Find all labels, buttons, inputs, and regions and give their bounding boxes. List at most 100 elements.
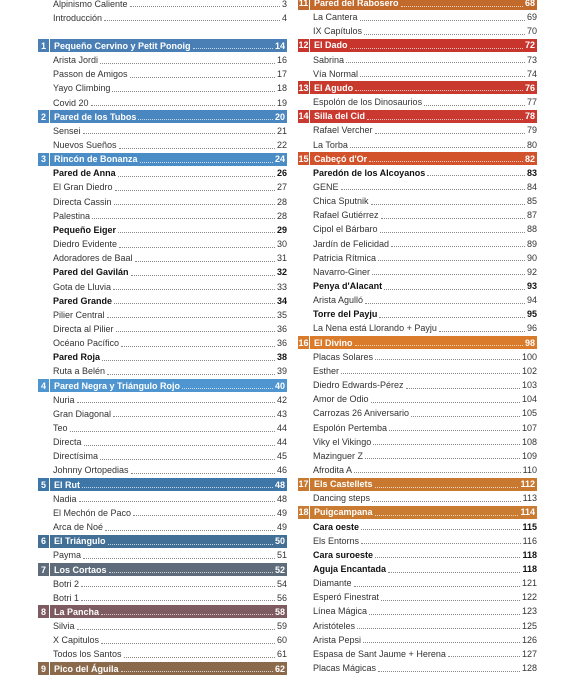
entry-page: 92 [526, 266, 537, 277]
toc-entry: Yayo Climbing 18 [38, 82, 287, 95]
dot-leader [411, 415, 520, 417]
entry-page: 118 [522, 549, 537, 560]
entry-page: 28 [276, 210, 287, 221]
dot-leader [370, 401, 520, 403]
entry-page: 123 [521, 606, 537, 617]
entry-page: 21 [276, 125, 287, 136]
entry-page: 126 [521, 634, 537, 645]
toc-entry: La Nena está Llorando + Payju 96 [298, 322, 537, 335]
toc-entry: Diedro Edwards-Pérez 103 [298, 379, 537, 392]
dot-leader [381, 599, 520, 601]
toc-entry: Directa Cassin 28 [38, 195, 287, 208]
entry-title: IX Capítulos [313, 26, 363, 37]
dot-leader [76, 628, 275, 630]
entry-title: Pared del Gavilán [53, 267, 129, 278]
entry-title: Pared Roja [53, 352, 101, 363]
section-title: Pared Negra y Triángulo Rojo [54, 380, 181, 391]
entry-page: 110 [522, 464, 537, 475]
dot-leader [378, 260, 525, 262]
toc-entry: Placas Solares 100 [298, 350, 537, 363]
entry-page: 95 [526, 309, 537, 320]
section-header: 11 Pared del Rabosero 68 [298, 0, 537, 10]
entry-page: 22 [276, 140, 287, 150]
section-title: Cabeçó d'Or [314, 153, 368, 164]
entry-page: 16 [276, 55, 287, 66]
toc-entry: Arca de Noé 49 [38, 521, 287, 534]
entry-title: Espolón Pertemba [313, 422, 388, 433]
toc-entry: Directa al Pilier 36 [38, 322, 287, 335]
entry-page: 104 [521, 394, 537, 405]
entry-title: La Torba [313, 139, 348, 150]
section-title: Els Castellets [314, 479, 373, 490]
entry-page: 35 [276, 309, 287, 320]
dot-leader [364, 33, 525, 35]
dot-leader [375, 557, 521, 559]
entry-page: 87 [526, 210, 537, 221]
dot-leader [340, 189, 525, 191]
toc-entry: Espolón de los Dinosaurios 77 [298, 96, 537, 109]
dot-leader [349, 147, 525, 148]
entry-title: Diedro Evidente [53, 239, 118, 250]
toc-entry: Cipol el Bárbaro 88 [298, 223, 537, 236]
section-title: El Agudo [314, 82, 354, 93]
entry-page: 102 [521, 365, 537, 376]
entry-title: Afrodita A [313, 464, 353, 475]
section-title: Pared del Rabosero [314, 0, 399, 8]
dot-leader [138, 119, 273, 121]
dot-leader [83, 557, 275, 559]
section-header: 8 La Pancha 58 [38, 605, 287, 619]
dot-leader [373, 444, 520, 446]
dot-leader [133, 515, 275, 517]
toc-entry: Johnny Ortopedias 46 [38, 464, 287, 477]
entry-page: 18 [276, 83, 287, 94]
section-title: Pared de los Tubos [54, 111, 137, 122]
dot-leader [100, 458, 275, 460]
dot-leader [389, 430, 520, 431]
section-title: Pico del Águila [54, 663, 119, 674]
dot-leader [82, 487, 273, 489]
dot-leader [346, 62, 525, 64]
entry-title: Botri 1 [53, 592, 80, 603]
section-page: 24 [274, 154, 285, 165]
dot-leader [405, 387, 520, 389]
section-number: 15 [298, 152, 310, 166]
section-title: El Rut [54, 479, 80, 490]
toc-entry: X Capitulos 60 [38, 634, 287, 647]
toc-entry: Els Entorns 116 [298, 534, 537, 547]
entry-title: La Cantera [313, 12, 358, 23]
entry-page: 105 [521, 408, 537, 419]
entry-title: Botri 2 [53, 578, 80, 589]
section-header: 5 El Rut 48 [38, 478, 287, 492]
entry-title: Yayo Climbing [53, 83, 111, 94]
entry-title: Sabrina [313, 54, 345, 65]
dot-leader [438, 330, 525, 332]
dot-leader [372, 274, 525, 276]
entry-title: Aguja Encantada [313, 564, 387, 574]
section-header: 4 Pared Negra y Triángulo Rojo 40 [38, 379, 287, 393]
section-number: 13 [298, 81, 310, 95]
toc-entry: Nuria 42 [38, 393, 287, 406]
entry-title: Vía Normal [313, 68, 359, 79]
entry-title: Patricia Rítmica [313, 252, 377, 263]
dot-leader [424, 104, 525, 106]
dot-leader [378, 670, 520, 672]
entry-page: 128 [521, 663, 537, 674]
entry-page: 69 [526, 12, 537, 23]
entry-page: 80 [526, 139, 537, 150]
entry-page: 127 [521, 648, 537, 659]
dot-leader [139, 161, 273, 163]
entry-title: Gran Diagonal [53, 408, 112, 419]
entry-title: Jardín de Felicidad [313, 238, 390, 249]
entry-title: Placas Mágicas [313, 663, 377, 674]
entry-title: Directa Cassin [53, 196, 112, 207]
toc-entry: Aristóteles 125 [298, 619, 537, 632]
entry-title: Placas Solares [313, 351, 374, 362]
entry-page: 85 [526, 196, 537, 207]
entry-title: Gota de Lluvia [53, 281, 112, 292]
entry-title: Johnny Ortopedias [53, 465, 129, 476]
dot-leader [384, 288, 525, 290]
dot-leader [355, 90, 523, 92]
entry-title: Todos los Santos [53, 649, 122, 660]
section-page: 78 [524, 111, 535, 122]
